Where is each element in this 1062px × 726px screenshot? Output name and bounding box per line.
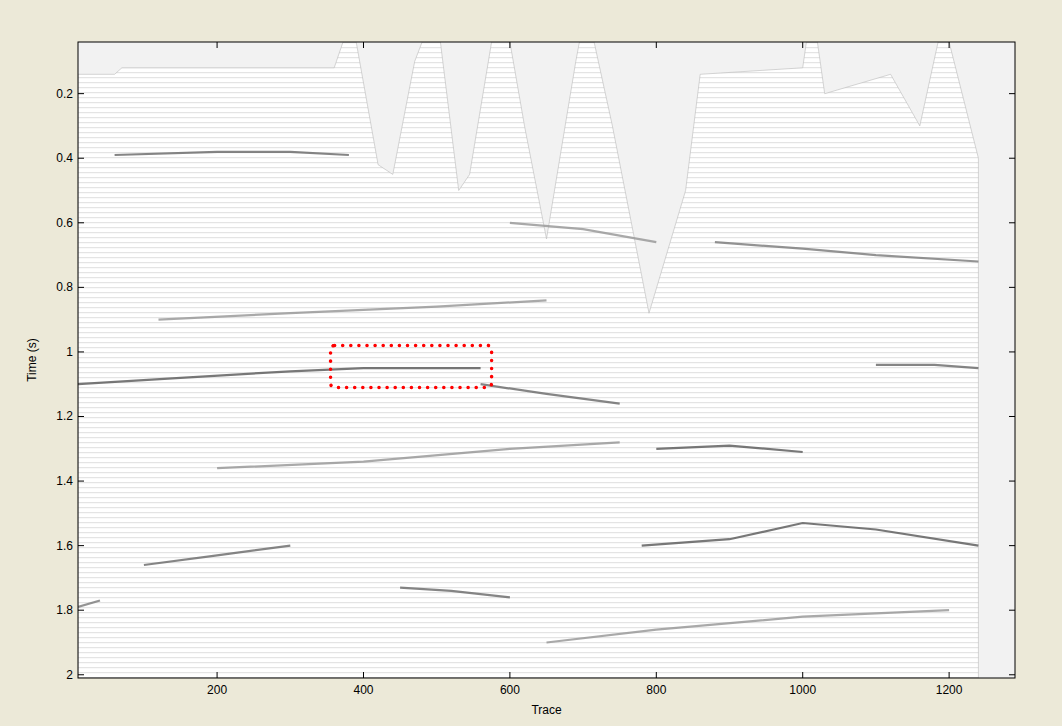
y-tick [1009,545,1015,546]
x-tick [509,42,510,48]
y-tick [78,351,84,352]
y-tick [78,93,84,94]
y-tick [78,222,84,223]
y-tick [78,287,84,288]
data-edge [78,42,978,678]
y-tick [1009,222,1015,223]
y-tick-label: 1.6 [56,539,73,553]
x-tick [802,672,803,678]
y-tick-label: 1.4 [56,474,73,488]
reflector [78,368,481,384]
x-axis-title: Trace [531,703,562,717]
y-tick-label: 1 [66,345,73,359]
x-tick [656,672,657,678]
plot-area [78,42,1015,678]
y-tick-label: 1.2 [56,409,73,423]
y-tick-label: 0.2 [56,87,73,101]
reflector [656,446,802,452]
x-tick-label: 400 [353,683,373,697]
reflector [481,384,620,403]
y-tick [78,481,84,482]
reflector [876,365,979,368]
reflector [115,152,349,155]
y-tick [1009,610,1015,611]
reflector [400,588,510,598]
x-tick [217,42,218,48]
y-tick [78,610,84,611]
reflector [642,523,979,546]
x-tick [802,42,803,48]
y-tick-label: 0.8 [56,280,73,294]
y-tick-label: 1.8 [56,603,73,617]
y-tick [1009,351,1015,352]
x-tick [509,672,510,678]
y-tick [78,416,84,417]
y-tick [1009,674,1015,675]
x-tick [363,672,364,678]
data-group [78,42,978,678]
y-tick [78,545,84,546]
reflector [78,601,100,608]
reflector [144,546,290,565]
reflector [510,223,656,242]
x-tick [363,42,364,48]
figure: 200 400 600 800 1000 1200 0.2 0.4 0.6 0.8 1 1.2 1.4 1… [0,0,1062,726]
x-tick [656,42,657,48]
axes-frame [78,42,1015,678]
x-tick-label: 1000 [789,683,816,697]
y-tick [1009,416,1015,417]
x-tick-label: 200 [207,683,227,697]
y-tick [78,158,84,159]
x-tick [217,672,218,678]
x-tick-label: 600 [500,683,520,697]
y-tick [1009,287,1015,288]
y-axis-title: Time (s) [25,338,39,382]
y-tick [78,674,84,675]
y-tick [1009,93,1015,94]
y-tick [1009,158,1015,159]
annotation-box [331,345,492,387]
y-tick-label: 0.4 [56,151,73,165]
reflector [159,300,547,319]
x-tick-label: 1200 [936,683,963,697]
reflector [217,442,620,468]
y-tick [1009,481,1015,482]
x-tick [949,672,950,678]
y-tick-label: 0.6 [56,216,73,230]
y-tick-label: 2 [66,668,73,682]
x-tick-label: 800 [646,683,666,697]
reflector [715,242,979,261]
x-tick [949,42,950,48]
reflector [547,610,950,642]
